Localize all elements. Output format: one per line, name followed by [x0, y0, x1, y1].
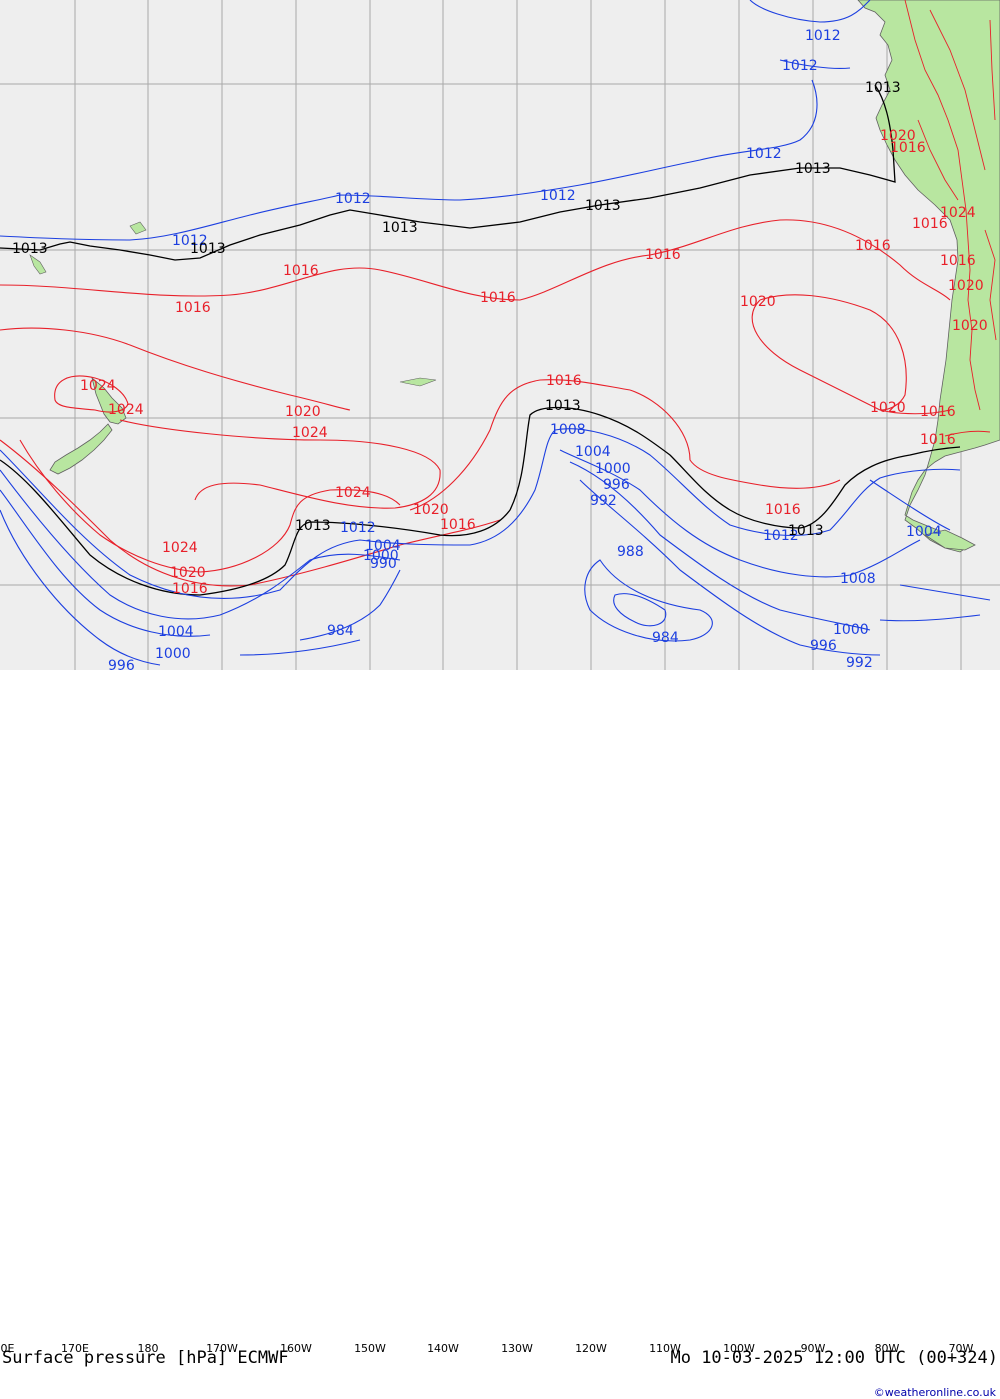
label-1012-f: 1012 [172, 233, 208, 249]
lon-tick-5: 150W [354, 1342, 386, 1355]
label-1000-a: 1000 [595, 461, 631, 477]
label-1013-h: 1013 [295, 518, 331, 534]
label-1016-d: 1016 [645, 247, 681, 263]
label-1020-b: 1020 [413, 502, 449, 518]
label-1024-e: 1024 [162, 540, 198, 556]
label-1013-e: 1013 [795, 161, 831, 177]
label-996-a: 996 [603, 477, 630, 493]
label-1000-c: 1000 [833, 622, 869, 638]
label-992-a: 992 [590, 493, 617, 509]
label-1012-g: 1012 [763, 528, 799, 544]
pressure-map: 1016 1016 1016 1016 1016 1016 1016 1016 … [0, 0, 1000, 674]
lon-tick-6: 140W [427, 1342, 459, 1355]
label-1016-i: 1016 [765, 502, 801, 518]
credit-link[interactable]: ©weatheronline.co.uk [873, 1386, 996, 1399]
label-1016-e: 1016 [855, 238, 891, 254]
label-1013-c: 1013 [382, 220, 418, 236]
low-pressure-isobars [0, 0, 991, 666]
label-1024-c: 1024 [292, 425, 328, 441]
label-1012-h: 1012 [340, 520, 376, 536]
label-996-c: 996 [108, 658, 135, 670]
label-1004-a: 1004 [575, 444, 611, 460]
label-1000-b: 1000 [155, 646, 191, 662]
valid-time: Mo 10-03-2025 12:00 UTC (00+324) [670, 1348, 998, 1368]
footer: 60E 170E 180 170W 160W 150W 140W 130W 12… [0, 670, 1000, 1399]
lon-tick-8: 120W [575, 1342, 607, 1355]
label-1013-g: 1013 [545, 398, 581, 414]
small-islands [29, 221, 437, 387]
label-1020-c: 1020 [170, 565, 206, 581]
label-992-b: 992 [846, 655, 873, 670]
label-1020-a: 1020 [285, 404, 321, 420]
label-1008-b: 1008 [840, 571, 876, 587]
south-america-land [857, 0, 1000, 553]
label-1013-f: 1013 [865, 80, 901, 96]
label-1012-c: 1012 [746, 146, 782, 162]
label-1024-b: 1024 [108, 402, 144, 418]
label-1016-c: 1016 [480, 290, 516, 306]
label-1012-d: 1012 [805, 28, 841, 44]
label-1004-b: 1004 [158, 624, 194, 640]
label-1016-a: 1016 [283, 263, 319, 279]
map-canvas: 1016 1016 1016 1016 1016 1016 1016 1016 … [0, 0, 1000, 674]
label-996-b: 996 [810, 638, 837, 654]
new-zealand-south-island [49, 423, 113, 475]
label-1016-k: 1016 [920, 432, 956, 448]
reference-isobar-1013 [0, 84, 961, 596]
new-zealand-north-island [91, 376, 127, 425]
label-1020-e: 1020 [870, 400, 906, 416]
map-title: Surface pressure [hPa] ECMWF [2, 1348, 289, 1368]
label-1024-d: 1024 [335, 485, 371, 501]
label-1016-l: 1016 [890, 140, 926, 156]
label-1013-a: 1013 [12, 241, 48, 257]
label-1016-n: 1016 [940, 253, 976, 269]
label-984-b: 984 [327, 623, 354, 639]
label-988: 988 [617, 544, 644, 560]
ocean-background [0, 0, 1000, 670]
lon-tick-7: 130W [501, 1342, 533, 1355]
label-1016-j: 1016 [920, 404, 956, 420]
label-1004-c: 1004 [365, 538, 401, 554]
south-america-relief [904, 0, 997, 411]
label-1016-m: 1016 [912, 216, 948, 232]
label-1024-a: 1024 [80, 378, 116, 394]
label-1012-e: 1012 [782, 58, 818, 74]
label-1016-b: 1016 [175, 300, 211, 316]
label-1020-g: 1020 [948, 278, 984, 294]
label-984-a: 984 [652, 630, 679, 646]
label-1012-a: 1012 [335, 191, 371, 207]
label-1008-a: 1008 [550, 422, 586, 438]
label-1013-d: 1013 [585, 198, 621, 214]
label-1000-d: 1000 [363, 548, 399, 564]
label-1020-f: 1020 [880, 128, 916, 144]
tierra-del-fuego [924, 529, 976, 551]
label-1020-d: 1020 [740, 294, 776, 310]
label-1016-f: 1016 [546, 373, 582, 389]
label-1013-b: 1013 [190, 241, 226, 257]
label-1020-h: 1020 [952, 318, 988, 334]
label-1004-d: 1004 [906, 524, 942, 540]
label-1013-i: 1013 [788, 523, 824, 539]
label-1024-f: 1024 [940, 205, 976, 221]
label-1016-h: 1016 [172, 581, 208, 597]
label-1012-b: 1012 [540, 188, 576, 204]
label-990: 990 [370, 556, 397, 572]
label-1016-g: 1016 [440, 517, 476, 533]
